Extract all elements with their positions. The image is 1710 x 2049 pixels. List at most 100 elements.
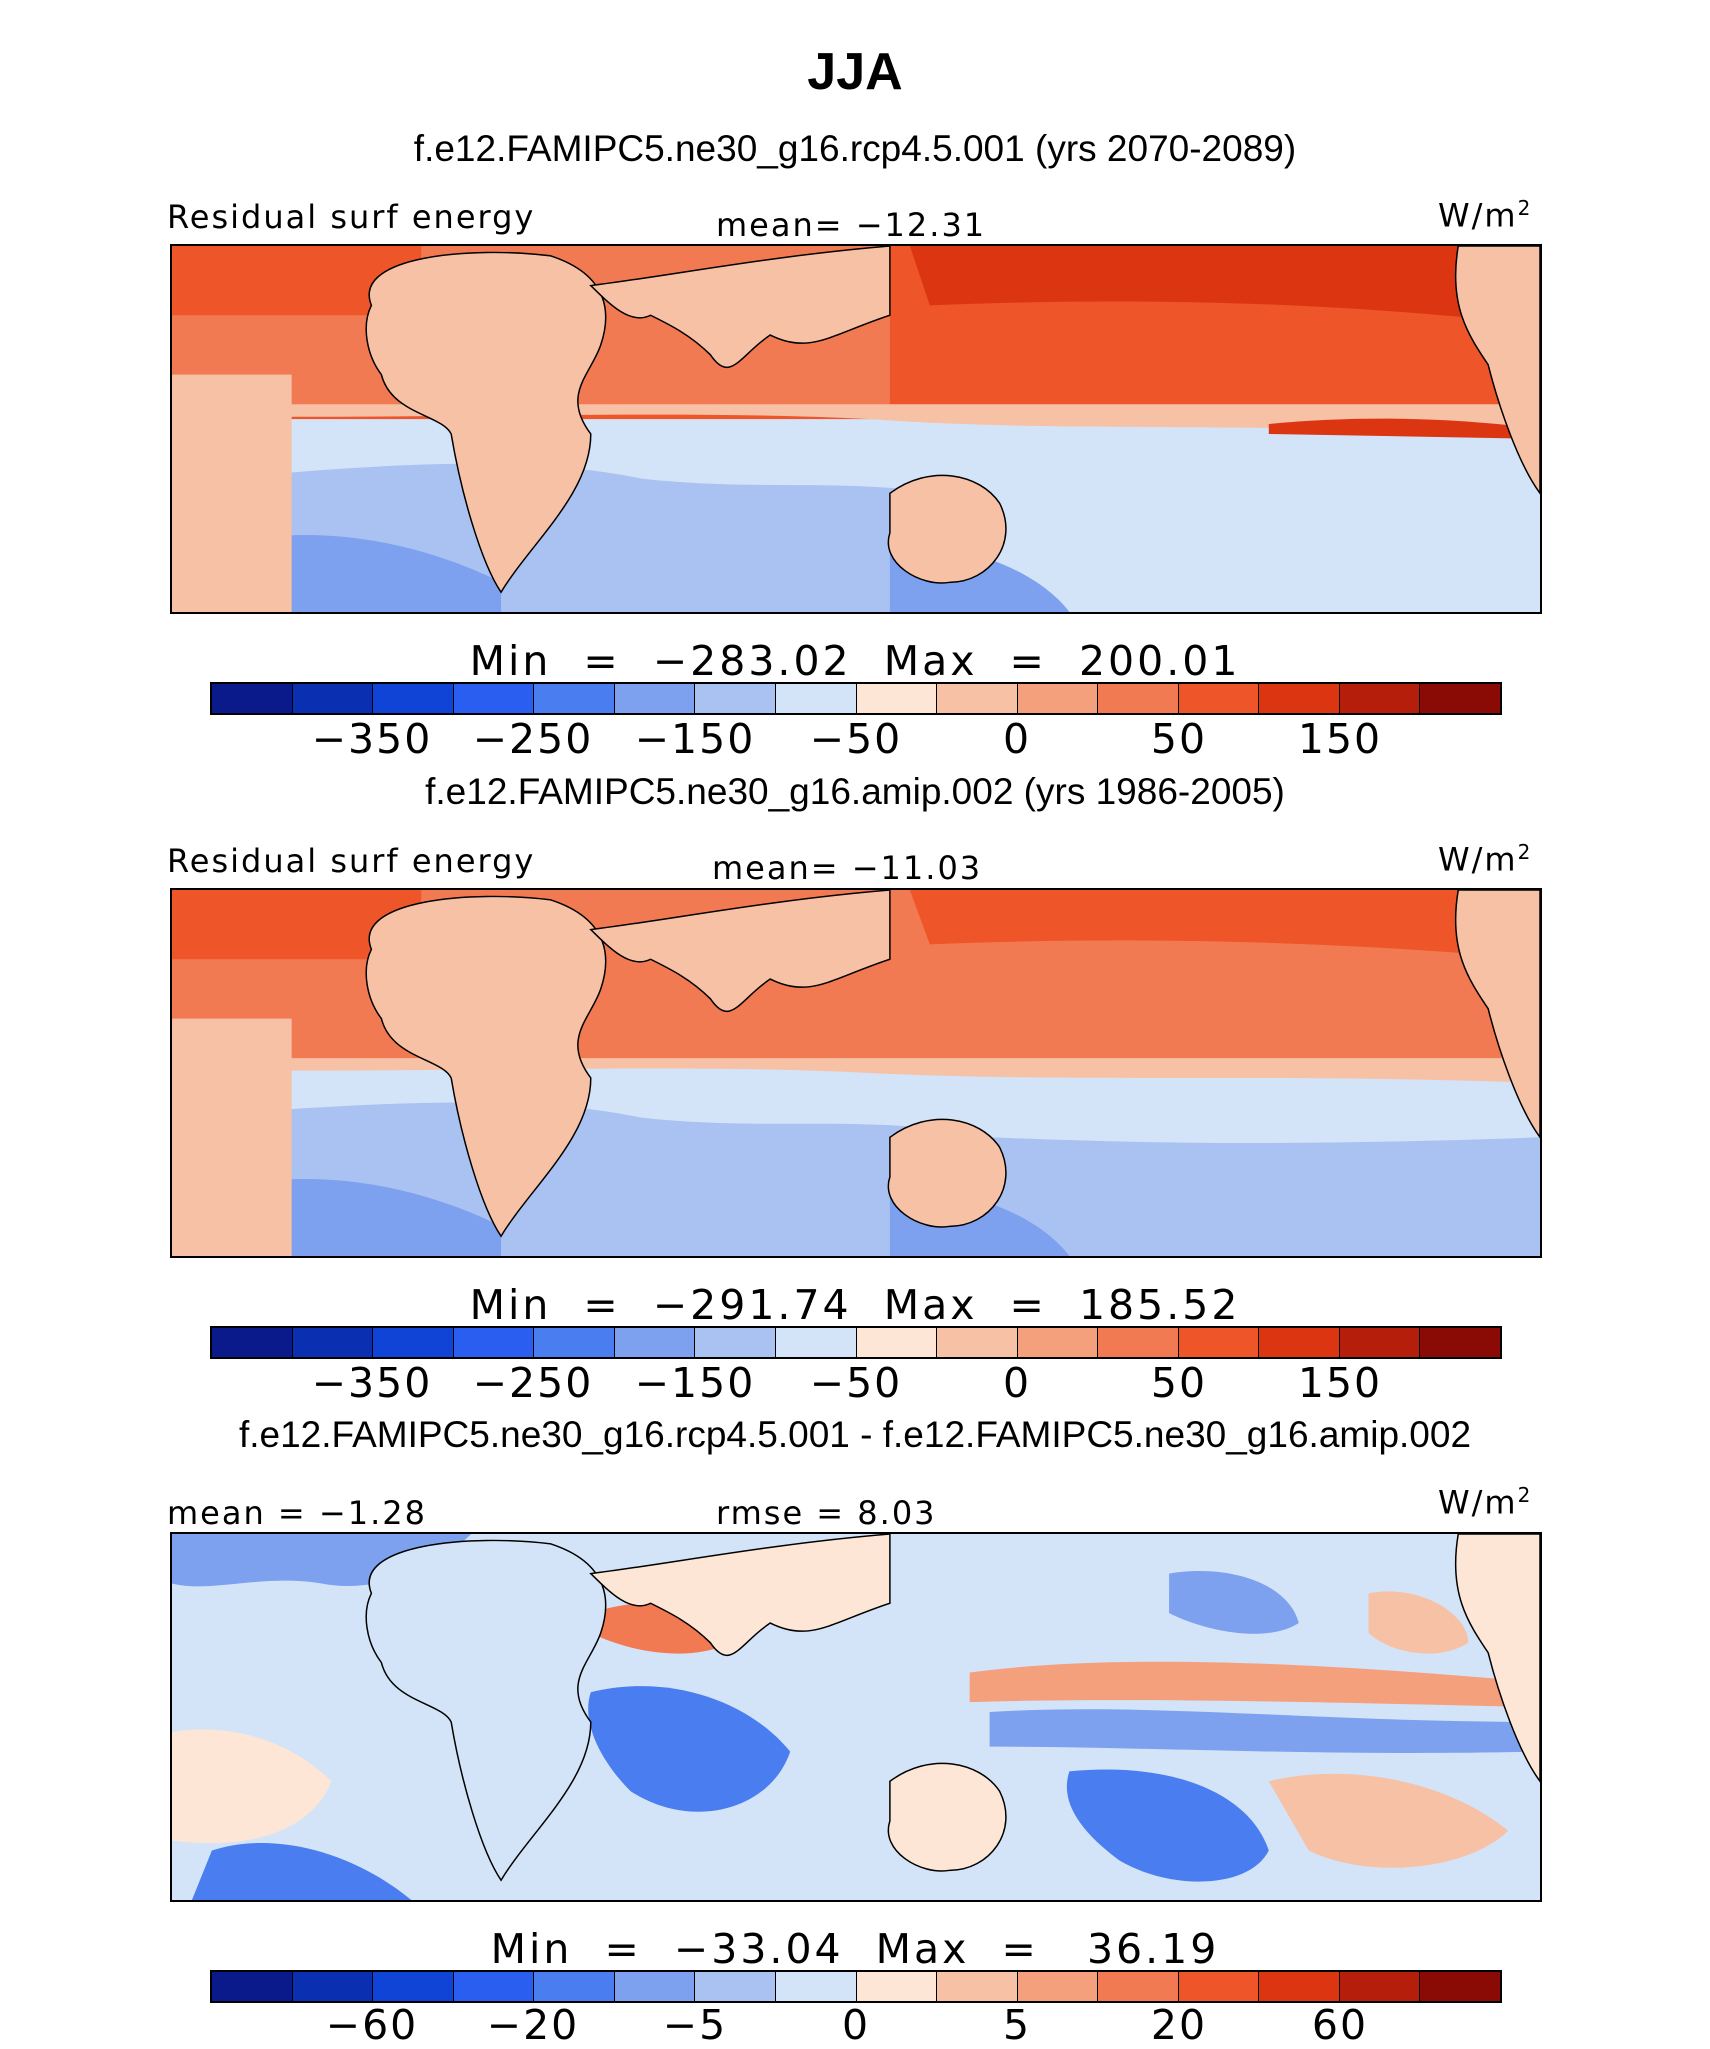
- panel-3-units-label: W/m2: [1438, 1483, 1533, 1522]
- panel-1-cb-swatch-11: [1098, 684, 1179, 713]
- panel-3-cb-swatch-3: [453, 1972, 535, 2001]
- panel-1-minmax: Min = −283.02 Max = 200.01: [469, 637, 1241, 685]
- panel-2-minmax: Min = −291.74 Max = 185.52: [469, 1281, 1241, 1329]
- panel-2-africa: [365, 895, 607, 1238]
- panel-1-cb-swatch-0: [212, 684, 293, 713]
- panel-2-tick-label-3: −50: [809, 1359, 903, 1407]
- panel-3-africa: [365, 1539, 607, 1882]
- panel-2-cb-swatch-7: [775, 1328, 857, 1357]
- panel-2-cb-swatch-1: [292, 1328, 374, 1357]
- panel-1-cb-swatch-13: [1259, 684, 1340, 713]
- panel-3-southern-blue: [191, 1842, 412, 1900]
- panel-3-cb-swatch-14: [1339, 1972, 1421, 2001]
- panel-1-central-america: [1454, 246, 1540, 495]
- panel-3-south-pacific-pink: [1268, 1773, 1509, 1868]
- panel-3-indian-ocean-blue: [588, 1686, 791, 1812]
- panel-2-tick-label-1: −250: [472, 1359, 594, 1407]
- panel-2-cb-swatch-6: [695, 1328, 776, 1357]
- panel-1-cb-swatch-10: [1017, 684, 1099, 713]
- panel-3-tick-label-6: 60: [1311, 2001, 1369, 2049]
- panel-2-mean-label: mean= −11.03: [712, 849, 983, 887]
- panel-1-australia: [887, 474, 1007, 584]
- panel-3-south-atlantic-pink: [172, 1729, 332, 1844]
- panel-1-tick-label-1: −250: [472, 715, 594, 763]
- panel-3-rmse-label: rmse = 8.03: [716, 1494, 937, 1532]
- panel-1-tick-label-5: 50: [1150, 715, 1208, 763]
- panel-3-cb-swatch-13: [1259, 1972, 1340, 2001]
- panel-3-cb-swatch-1: [292, 1972, 374, 2001]
- panel-2-cb-swatch-15: [1420, 1328, 1500, 1357]
- panel-2-tick-label-5: 50: [1150, 1359, 1208, 1407]
- panel-1-units-label: W/m2: [1438, 196, 1533, 235]
- panel-1-cb-swatch-14: [1339, 684, 1421, 713]
- panel-3-north-pacific-blue: [1169, 1571, 1299, 1634]
- panel-3-australia: [887, 1762, 1007, 1872]
- panel-2-cb-swatch-9: [937, 1328, 1018, 1357]
- panel-3-pacific-blue-band: [989, 1709, 1540, 1754]
- panel-3-cb-swatch-9: [937, 1972, 1018, 2001]
- panel-1-cb-swatch-15: [1420, 684, 1500, 713]
- panel-3-case-title: f.e12.FAMIPC5.ne30_g16.rcp4.5.001 - f.e1…: [238, 1414, 1472, 1455]
- panel-3-cb-swatch-7: [775, 1972, 857, 2001]
- panel-2-units-label: W/m2: [1438, 840, 1533, 879]
- panel-3-tick-label-5: 20: [1150, 2001, 1208, 2049]
- panel-1-cb-swatch-6: [695, 684, 776, 713]
- panel-3-tick-label-4: 5: [1002, 2001, 1032, 2049]
- panel-2-cb-swatch-13: [1259, 1328, 1340, 1357]
- panel-3-tick-label-0: −60: [325, 2001, 419, 2049]
- panel-3-mean-label: mean = −1.28: [167, 1494, 427, 1532]
- panel-1-itcz-east-pacific: [1268, 418, 1540, 439]
- panel-3-asia: [589, 1534, 891, 1656]
- panel-1-africa: [365, 251, 607, 594]
- panel-3-tick-label-1: −20: [486, 2001, 580, 2049]
- panel-1-map-svg: [172, 246, 1540, 612]
- panel-1-asia: [589, 246, 891, 368]
- panel-3-cb-swatch-10: [1017, 1972, 1099, 2001]
- panel-1-tick-label-4: 0: [1002, 715, 1032, 763]
- panel-2-cb-swatch-14: [1339, 1328, 1421, 1357]
- panel-1-cb-swatch-4: [534, 684, 615, 713]
- panel-3-tick-label-2: −5: [662, 2001, 728, 2049]
- panel-2-australia: [887, 1118, 1007, 1228]
- panel-2-tick-label-0: −350: [311, 1359, 433, 1407]
- panel-1-cb-swatch-3: [453, 684, 535, 713]
- panel-1-cb-swatch-8: [856, 684, 938, 713]
- panel-2-asia: [589, 890, 891, 1012]
- panel-1-tick-label-0: −350: [311, 715, 433, 763]
- panel-1-cb-swatch-12: [1178, 684, 1260, 713]
- panel-2-cb-swatch-4: [534, 1328, 615, 1357]
- panel-2-cb-swatch-8: [856, 1328, 938, 1357]
- panel-2-map: [170, 888, 1542, 1258]
- panel-2-case-title: f.e12.FAMIPC5.ne30_g16.amip.002 (yrs 198…: [425, 771, 1285, 812]
- panel-3-pacific-red-band: [969, 1661, 1540, 1708]
- panel-3-east-pacific-pink: [1368, 1591, 1469, 1654]
- panel-2-cb-swatch-11: [1098, 1328, 1179, 1357]
- panel-3-map-svg: [172, 1534, 1540, 1900]
- panel-2-cb-swatch-10: [1017, 1328, 1099, 1357]
- panel-1-cb-swatch-1: [292, 684, 374, 713]
- panel-2-colorbar: [210, 1326, 1502, 1359]
- panel-1-cb-swatch-9: [937, 684, 1018, 713]
- panel-1-south-america: [172, 374, 292, 612]
- panel-3-cb-swatch-4: [534, 1972, 615, 2001]
- panel-1-variable-label: Residual surf energy: [167, 198, 536, 236]
- panel-3-cb-swatch-12: [1178, 1972, 1260, 2001]
- panel-1-case-title: f.e12.FAMIPC5.ne30_g16.rcp4.5.001 (yrs 2…: [413, 128, 1297, 169]
- figure-title: JJA: [807, 43, 903, 101]
- panel-1-tick-label-2: −150: [634, 715, 756, 763]
- panel-2-cb-swatch-0: [212, 1328, 293, 1357]
- panel-2-central-america: [1454, 890, 1540, 1139]
- panel-2-map-svg: [172, 890, 1540, 1256]
- panel-1-tick-label-6: 150: [1297, 715, 1383, 763]
- panel-1-colorbar: [210, 682, 1502, 715]
- panel-2-cb-swatch-3: [453, 1328, 535, 1357]
- panel-1-mean-label: mean= −12.31: [716, 206, 987, 244]
- panel-3-map: [170, 1532, 1542, 1902]
- panel-2-cb-swatch-2: [373, 1328, 454, 1357]
- panel-1-cb-swatch-5: [614, 684, 696, 713]
- panel-3-cb-swatch-2: [373, 1972, 454, 2001]
- panel-3-cb-swatch-6: [695, 1972, 776, 2001]
- panel-1-north-pacific-dark: [909, 246, 1540, 326]
- panel-3-cb-swatch-11: [1098, 1972, 1179, 2001]
- panel-2-cb-swatch-12: [1178, 1328, 1260, 1357]
